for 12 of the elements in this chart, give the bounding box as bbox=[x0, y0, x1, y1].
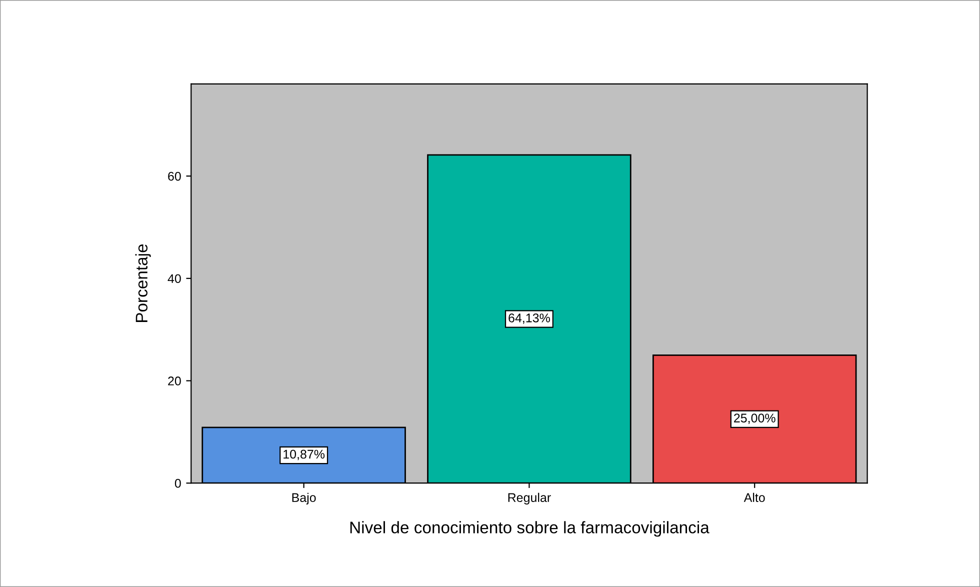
x-tick-label: Alto bbox=[744, 492, 765, 502]
data-label: 64,13% bbox=[508, 314, 550, 324]
data-label: 10,87% bbox=[284, 450, 325, 460]
x-axis-title: Nivel de conocimiento sobre la farmacovigilancia bbox=[350, 521, 710, 537]
y-axis-title: Porcentaje bbox=[135, 244, 151, 322]
y-tick-label: 0 bbox=[174, 478, 181, 488]
y-tick-label: 60 bbox=[168, 172, 181, 181]
y-tick-label: 40 bbox=[168, 274, 181, 284]
y-tick-label: 20 bbox=[168, 376, 181, 386]
data-label: 25,00% bbox=[734, 414, 776, 424]
x-tick-label: Bajo bbox=[292, 492, 316, 504]
x-tick-label: Regular bbox=[508, 492, 551, 504]
